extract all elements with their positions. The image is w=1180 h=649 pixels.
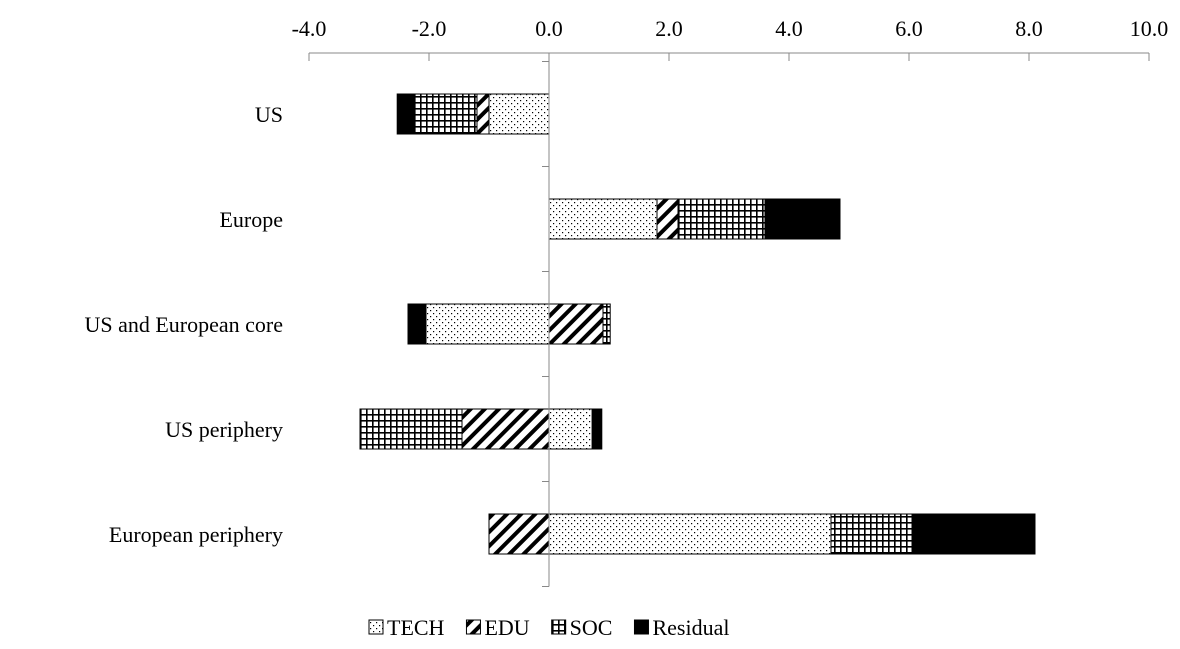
x-axis xyxy=(308,52,1150,61)
legend: TECH EDU SOC Residual xyxy=(368,615,729,640)
legend-swatch-soc xyxy=(551,619,567,635)
bar-soc xyxy=(413,93,478,135)
bar-soc xyxy=(359,408,463,450)
bar-residual xyxy=(911,513,1036,555)
bar-residual xyxy=(591,408,603,450)
bar-tech xyxy=(548,513,832,555)
legend-label: SOC xyxy=(570,615,613,640)
x-tick-label: -4.0 xyxy=(292,16,327,41)
x-tick-label: 0.0 xyxy=(535,16,563,41)
legend-label: Residual xyxy=(652,615,729,640)
bar-tech xyxy=(488,93,550,135)
bar-edu xyxy=(461,408,550,450)
category-label: US periphery xyxy=(165,417,283,442)
category-labels: US Europe US and European core US periphery… xyxy=(84,102,283,547)
bar-edu xyxy=(488,513,550,555)
x-tick-label: 6.0 xyxy=(895,16,923,41)
bar-soc xyxy=(677,198,766,240)
bar-residual xyxy=(407,303,427,345)
bar-residual xyxy=(764,198,841,240)
bar-tech xyxy=(548,408,593,450)
bar-edu xyxy=(548,303,604,345)
category-label: European periphery xyxy=(109,522,283,547)
bar-soc xyxy=(602,303,611,345)
legend-swatch-tech xyxy=(368,619,384,635)
category-axis xyxy=(542,53,550,587)
category-label: Europe xyxy=(219,207,283,232)
bar-tech xyxy=(548,198,658,240)
legend-label: TECH xyxy=(387,615,445,640)
x-tick-label: 2.0 xyxy=(655,16,683,41)
x-tick-label: 4.0 xyxy=(775,16,803,41)
x-tick-label: 10.0 xyxy=(1130,16,1169,41)
legend-swatch-residual xyxy=(633,619,649,635)
x-tick-labels: -4.0 -2.0 0.0 2.0 4.0 6.0 8.0 10.0 xyxy=(292,16,1169,41)
bars xyxy=(359,93,1036,555)
x-tick-label: 8.0 xyxy=(1015,16,1043,41)
x-tick-label: -2.0 xyxy=(412,16,447,41)
bar-edu xyxy=(656,198,679,240)
category-label: US xyxy=(255,102,283,127)
legend-swatch-edu xyxy=(465,619,481,635)
legend-label: EDU xyxy=(484,615,529,640)
bar-tech xyxy=(425,303,550,345)
bar-soc xyxy=(830,513,913,555)
category-label: US and European core xyxy=(84,312,283,337)
bar-edu xyxy=(476,93,490,135)
bar-residual xyxy=(396,93,415,135)
